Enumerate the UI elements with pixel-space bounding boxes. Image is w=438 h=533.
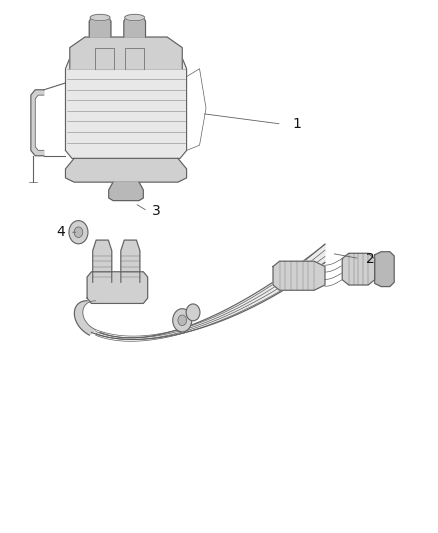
Ellipse shape (90, 14, 110, 21)
Polygon shape (374, 252, 394, 287)
Text: 4: 4 (57, 225, 66, 239)
Polygon shape (109, 182, 143, 200)
Polygon shape (87, 272, 148, 303)
Polygon shape (121, 240, 140, 282)
Polygon shape (125, 47, 144, 69)
Circle shape (69, 221, 88, 244)
Circle shape (74, 227, 83, 238)
Polygon shape (124, 16, 145, 37)
Polygon shape (93, 240, 112, 282)
Ellipse shape (125, 14, 145, 21)
Polygon shape (95, 47, 114, 69)
Polygon shape (66, 47, 187, 158)
Circle shape (173, 309, 192, 332)
Polygon shape (342, 253, 374, 285)
Polygon shape (273, 261, 325, 290)
Polygon shape (70, 37, 182, 69)
Polygon shape (66, 158, 187, 182)
Text: 2: 2 (366, 252, 375, 265)
Circle shape (178, 315, 187, 326)
Text: 1: 1 (293, 117, 301, 131)
Polygon shape (31, 90, 44, 156)
Polygon shape (74, 301, 96, 335)
Circle shape (186, 304, 200, 321)
Text: 3: 3 (152, 204, 161, 218)
Polygon shape (92, 244, 325, 340)
Polygon shape (89, 16, 111, 37)
